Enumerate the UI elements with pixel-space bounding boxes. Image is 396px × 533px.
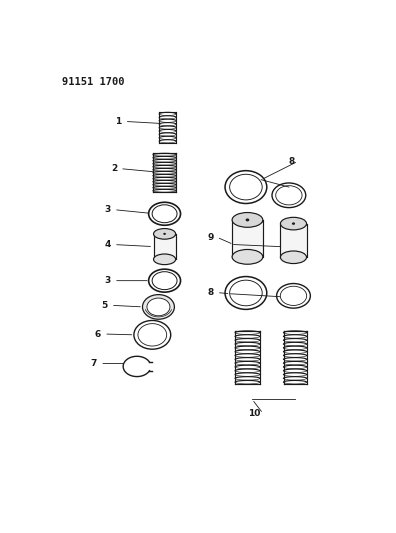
Polygon shape: [154, 234, 176, 260]
Text: 2: 2: [111, 164, 117, 173]
Ellipse shape: [143, 295, 174, 319]
Text: 3: 3: [105, 276, 111, 285]
Text: 8: 8: [289, 157, 295, 166]
Ellipse shape: [246, 219, 249, 221]
Ellipse shape: [280, 217, 307, 230]
Ellipse shape: [280, 251, 307, 263]
Text: 7: 7: [91, 359, 97, 368]
Text: 3: 3: [105, 205, 111, 214]
Text: 1: 1: [115, 117, 122, 126]
Text: 4: 4: [105, 240, 111, 249]
Polygon shape: [280, 224, 307, 257]
Ellipse shape: [154, 229, 176, 239]
Text: 10: 10: [248, 409, 260, 418]
Ellipse shape: [154, 254, 176, 264]
Text: 91151 1700: 91151 1700: [62, 77, 124, 87]
Ellipse shape: [147, 298, 170, 316]
Ellipse shape: [292, 222, 295, 225]
Text: 9: 9: [208, 232, 214, 241]
Text: 8: 8: [208, 288, 214, 297]
Text: 6: 6: [95, 329, 101, 338]
Polygon shape: [232, 220, 263, 257]
Ellipse shape: [232, 249, 263, 264]
Ellipse shape: [232, 213, 263, 227]
Text: 5: 5: [101, 301, 108, 310]
Ellipse shape: [163, 233, 166, 235]
